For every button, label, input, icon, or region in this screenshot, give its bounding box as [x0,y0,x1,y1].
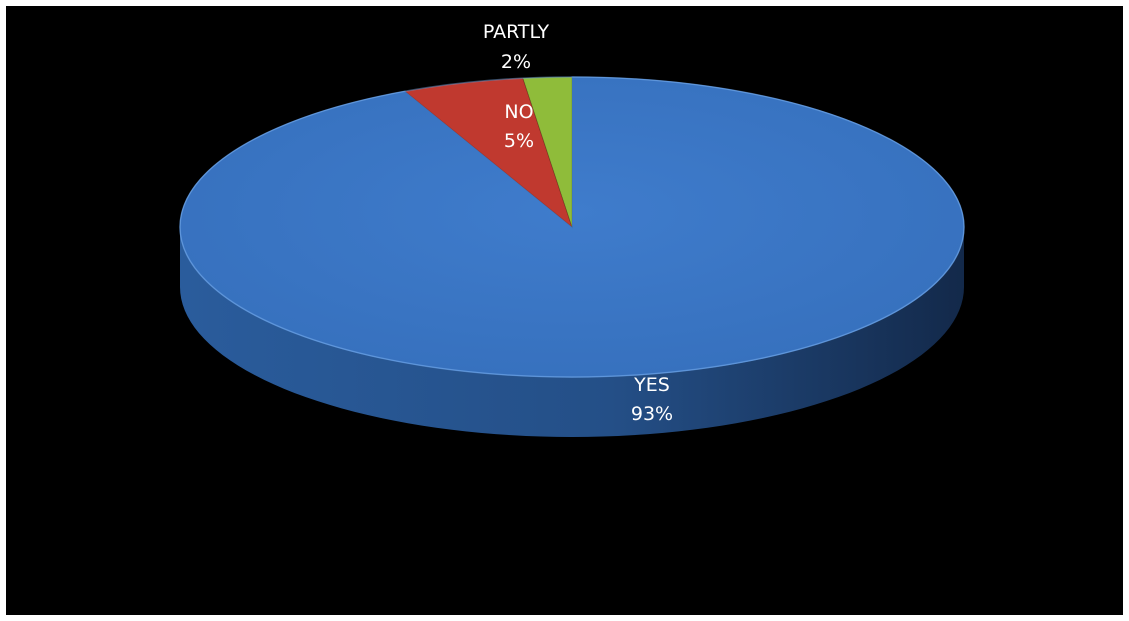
pie-slice-no [403,77,574,229]
slice-label-yes-name: YES [633,374,670,396]
slice-label-partly-name: PARTLY [483,21,550,43]
slice-label-no-name: NO [504,101,533,123]
pie-chart: YES 93% NO 5% PARTLY 2% [179,21,965,437]
pie-slice-partly [522,76,573,228]
pie-side-wall [180,227,964,437]
slice-label-partly-value: 2% [501,51,531,73]
pie-side-layer [180,227,964,437]
pie-top-layer [179,76,965,378]
chart-frame: YES 93% NO 5% PARTLY 2% [6,6,1123,615]
pie-slice-yes [179,76,965,378]
slice-label-no-value: 5% [504,130,534,152]
pie-label-layer: YES 93% NO 5% PARTLY 2% [483,21,673,425]
pie-top-rim [179,76,965,378]
slice-label-yes-value: 93% [631,403,673,425]
